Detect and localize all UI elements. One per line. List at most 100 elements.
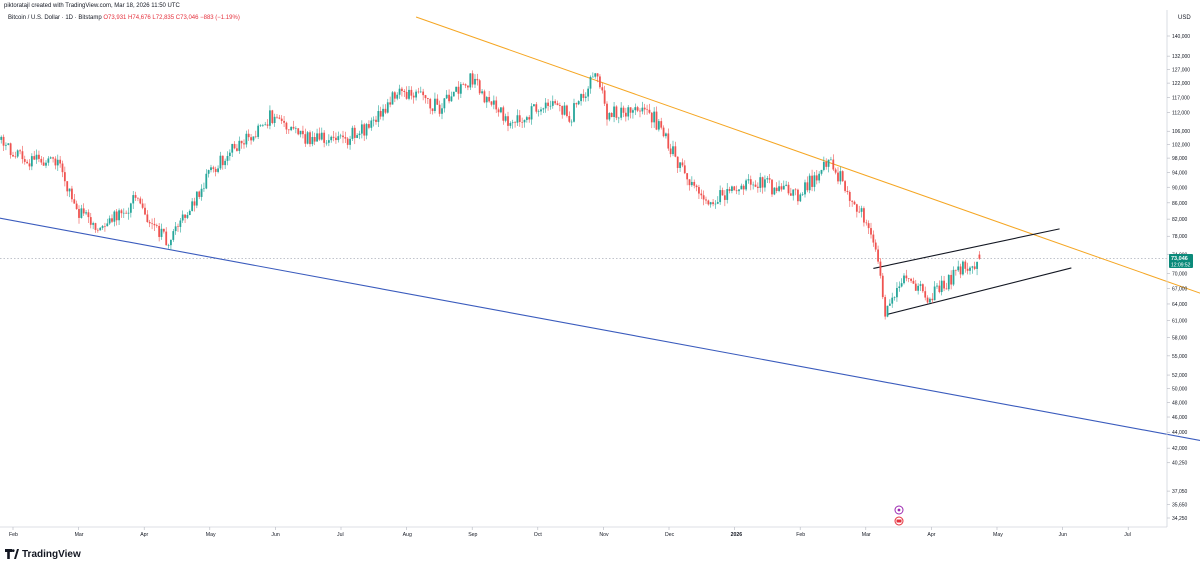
candle-body (933, 286, 936, 301)
candle-body (438, 104, 441, 114)
symbol-legend[interactable]: Bitcoin / U.S. Dollar · 1D · Bitstamp O7… (8, 15, 240, 21)
candle-body (636, 107, 639, 111)
candle-down (695, 184, 698, 192)
candle-down (2, 134, 5, 151)
candle-body (287, 129, 290, 131)
candle-body (537, 111, 540, 113)
candle-up (540, 106, 542, 116)
candle-up (5, 142, 7, 151)
candle-up (719, 185, 722, 205)
candle-body (768, 178, 771, 180)
candle-up (976, 261, 978, 276)
candle-up (917, 283, 920, 295)
candle-up (200, 184, 203, 201)
candle-down (841, 170, 844, 182)
candle-body (252, 136, 255, 141)
candle-body (914, 283, 917, 291)
candle-body (302, 130, 304, 135)
candle-body (587, 88, 590, 97)
candle-body (115, 211, 118, 221)
candle-down (403, 89, 406, 97)
candle-body (759, 177, 762, 188)
candle-body (740, 185, 743, 190)
candle-down (33, 150, 36, 161)
candle-down (547, 98, 549, 111)
x-tick-label: May (993, 532, 1003, 538)
x-tick-label: Oct (534, 532, 543, 538)
y-tick-label: 112,000 (1172, 110, 1190, 116)
candle-down (846, 186, 849, 195)
candle-body (919, 284, 922, 286)
candle-body (448, 94, 450, 102)
candle-down (806, 176, 809, 193)
candle-down (464, 83, 467, 89)
candle-body (292, 126, 295, 129)
candle-body (162, 228, 165, 232)
candle-down (104, 222, 106, 232)
candle-down (12, 151, 14, 157)
candle-body (365, 124, 368, 136)
candle-body (799, 194, 802, 202)
candle-down (874, 239, 877, 252)
candle-body (2, 136, 5, 146)
candle-up (174, 221, 177, 235)
candle-body (676, 156, 679, 168)
candle-down (606, 101, 608, 126)
candle-up (903, 273, 905, 285)
x-tick-label: Jun (271, 532, 279, 538)
candle-body (478, 80, 481, 94)
candle-up (799, 192, 802, 203)
candle-body (811, 175, 813, 187)
candle-body (766, 178, 769, 180)
candle-down (318, 127, 321, 141)
candle-body (351, 127, 354, 139)
candle-up (127, 207, 130, 220)
candle-down (429, 97, 432, 115)
candle-body (457, 86, 460, 94)
candle-down (662, 125, 665, 138)
candle-body (530, 106, 533, 120)
candle-down (353, 125, 356, 145)
last-price-label: 73,046 12:09:52 (1169, 254, 1193, 269)
candle-body (419, 91, 422, 93)
candle-up (264, 121, 267, 126)
candle-down (669, 143, 672, 158)
candle-body (563, 105, 566, 115)
flag-marker[interactable] (894, 516, 904, 526)
candle-down (825, 158, 828, 170)
candle-up (785, 180, 788, 187)
candle-up (474, 74, 476, 88)
candle-down (26, 159, 29, 164)
trendline-channel-lower (887, 267, 1072, 315)
candle-body (881, 275, 884, 298)
candle-up (672, 140, 674, 157)
candle-body (386, 102, 389, 113)
candle-down (568, 111, 571, 124)
candle-down (19, 149, 21, 155)
candle-body (971, 266, 974, 268)
candle-body (221, 155, 224, 166)
candle-body (56, 159, 59, 166)
candle-down (789, 187, 792, 196)
candle-body (662, 127, 665, 137)
y-tick-label: 35,650 (1172, 502, 1188, 508)
candle-up (386, 98, 389, 114)
y-tick-label: 61,000 (1172, 318, 1188, 324)
candle-body (827, 159, 830, 167)
candle-down (683, 160, 686, 175)
candle-down (342, 130, 344, 144)
candle-body (540, 109, 542, 112)
candle-body (52, 157, 54, 159)
candle-down (921, 283, 924, 293)
candle-down (73, 193, 76, 204)
candle-body (582, 94, 585, 98)
event-marker[interactable] (894, 505, 904, 515)
candle-down (9, 142, 12, 159)
candle-body (139, 198, 142, 204)
y-tick-label: 132,000 (1172, 54, 1190, 60)
x-tick-label: Mar (75, 532, 84, 538)
candle-body (483, 91, 486, 103)
candle-body (764, 179, 766, 188)
candle-body (118, 210, 120, 221)
